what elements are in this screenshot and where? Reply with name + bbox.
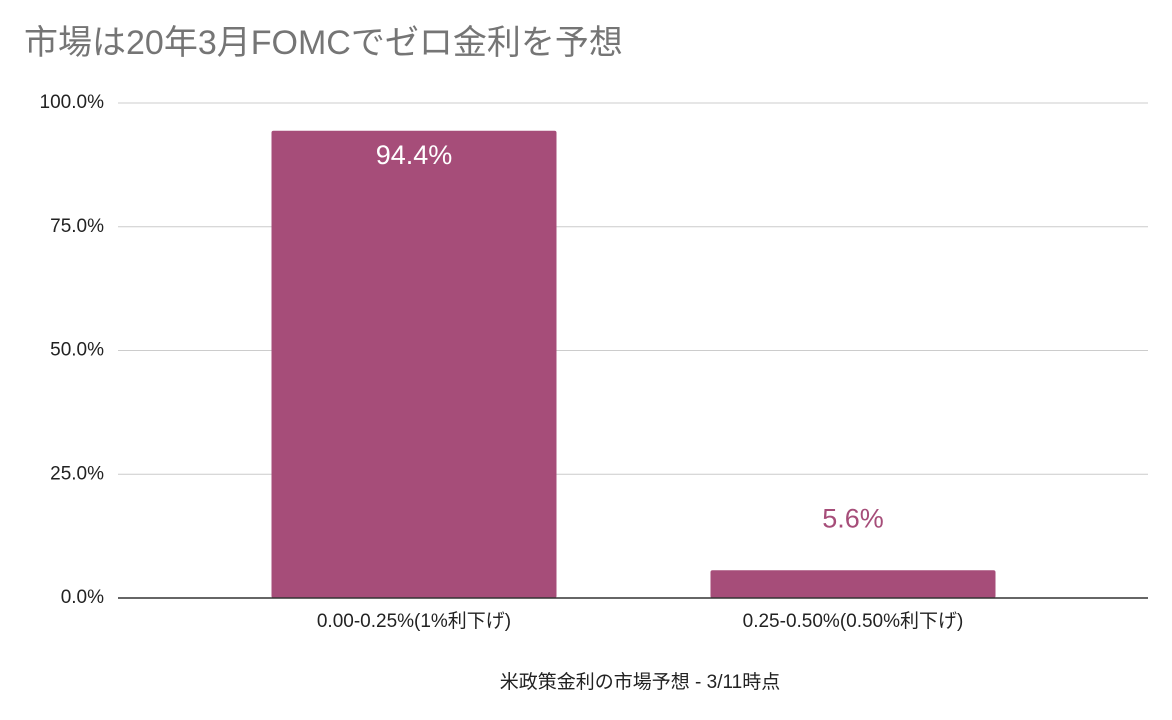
y-tick-label: 50.0%: [50, 340, 104, 361]
x-tick-label: 0.25-0.50%(0.50%利下げ): [743, 610, 964, 632]
y-tick-label: 0.0%: [61, 587, 104, 608]
y-tick-label: 25.0%: [50, 463, 104, 484]
y-tick-label: 100.0%: [40, 92, 105, 113]
data-label: 5.6%: [822, 503, 884, 533]
y-tick-label: 75.0%: [50, 216, 104, 237]
chart-title: 市場は20年3月FOMCでゼロ金利を予想: [24, 24, 623, 62]
bar: [710, 570, 996, 598]
data-label: 94.4%: [376, 140, 453, 170]
x-tick-label: 0.00-0.25%(1%利下げ): [317, 610, 511, 632]
x-axis-title: 米政策金利の市場予想 - 3/11時点: [500, 671, 780, 693]
bar: [271, 130, 557, 598]
